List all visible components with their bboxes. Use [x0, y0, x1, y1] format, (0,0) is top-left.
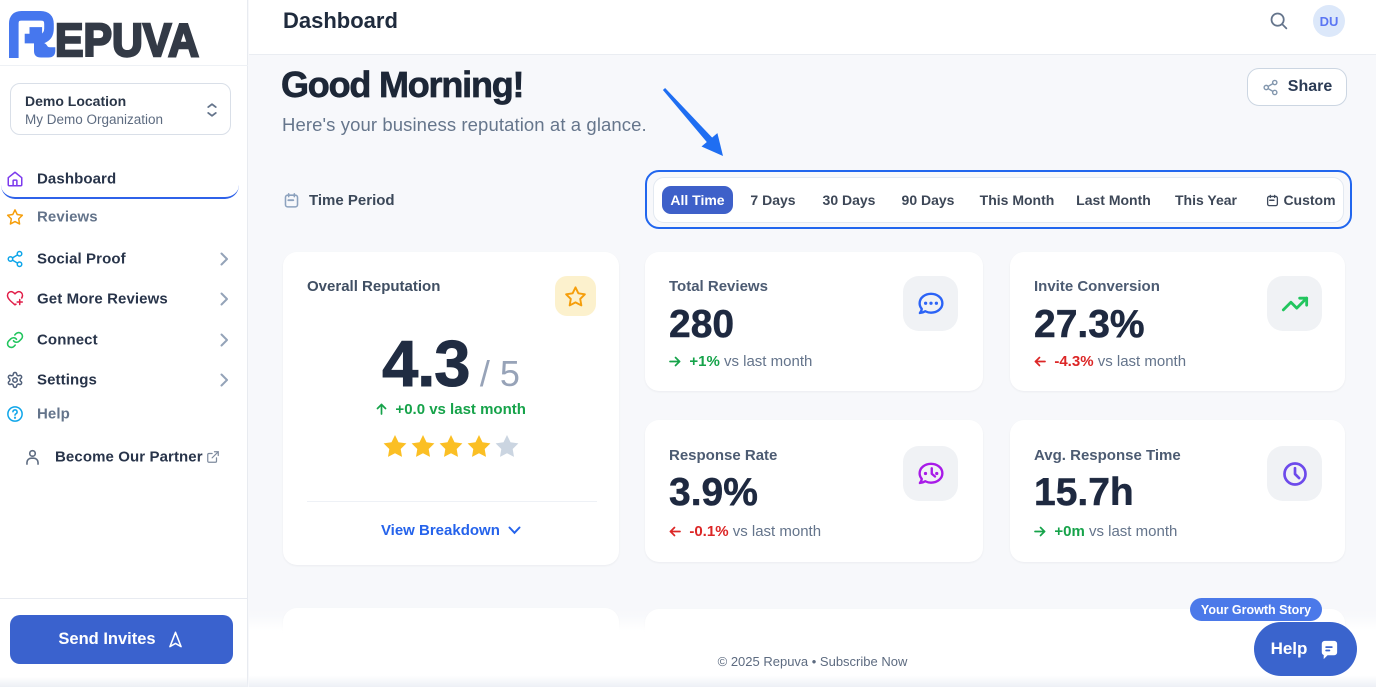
svg-text:EPUVA: EPUVA — [55, 14, 199, 61]
